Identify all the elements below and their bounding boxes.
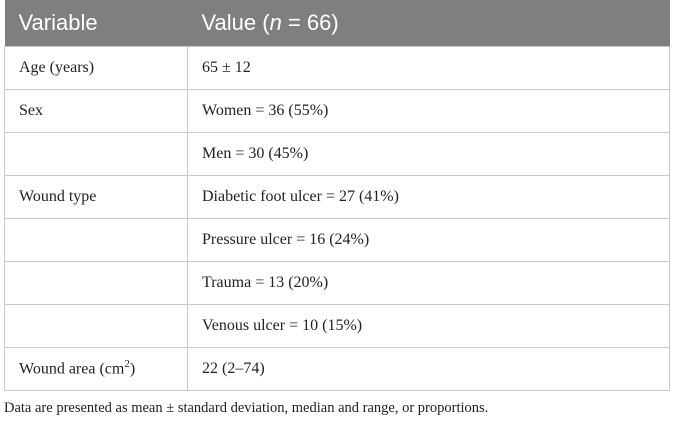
table-cell xyxy=(4,260,188,305)
table-cell: 65 ± 12 xyxy=(187,45,670,90)
cell-text: Diabetic foot ulcer = 27 (41%) xyxy=(202,187,399,205)
table-row: Sex Women = 36 (55%) xyxy=(4,88,670,133)
header-row: Variable Value (n = 66) xyxy=(4,0,670,46)
cell-text: 65 ± 12 xyxy=(202,58,251,76)
table-row: Men = 30 (45%) xyxy=(4,131,670,176)
cell-text: ) xyxy=(129,360,136,378)
italic-text: n xyxy=(269,9,282,35)
cell-text: Women = 36 (55%) xyxy=(202,101,329,119)
cell-text: = 66) xyxy=(281,9,339,35)
cell-text: Wound type xyxy=(19,187,97,205)
cell-text: Venous ulcer = 10 (15%) xyxy=(202,316,363,334)
header-cell: Variable xyxy=(4,0,188,46)
table-cell: Men = 30 (45%) xyxy=(187,131,670,176)
cell-text: Variable xyxy=(18,9,98,35)
superscript: 2 xyxy=(124,358,130,371)
table-cell: Venous ulcer = 10 (15%) xyxy=(187,303,670,348)
cell-text: Sex xyxy=(19,101,43,119)
footnote: Data are presented as mean ± standard de… xyxy=(4,400,489,416)
cell-text: Wound area (cm xyxy=(19,360,125,378)
cell-text: 22 (2–74) xyxy=(202,359,265,377)
cell-text: Age (years) xyxy=(19,58,95,76)
table-row: Pressure ulcer = 16 (24%) xyxy=(4,217,670,262)
table-cell: Sex xyxy=(4,88,188,133)
table-cell xyxy=(4,303,188,348)
table-cell: Pressure ulcer = 16 (24%) xyxy=(187,217,670,262)
table-cell: Age (years) xyxy=(4,45,188,90)
header-cell: Value (n = 66) xyxy=(187,0,670,46)
table-cell: Wound area (cm2) xyxy=(4,346,188,391)
cell-text: Pressure ulcer = 16 (24%) xyxy=(202,230,370,248)
cell-text: Value ( xyxy=(201,9,270,35)
table-row: Trauma = 13 (20%) xyxy=(4,260,670,305)
table-row: Wound area (cm2) 22 (2–74) xyxy=(4,346,670,391)
cell-text: Men = 30 (45%) xyxy=(202,144,309,162)
cell-text: Trauma = 13 (20%) xyxy=(202,273,329,291)
table-row: Age (years) 65 ± 12 xyxy=(4,45,670,90)
table-cell: 22 (2–74) xyxy=(187,346,670,391)
table-row: Wound type Diabetic foot ulcer = 27 (41%) xyxy=(4,174,670,219)
table-cell: Diabetic foot ulcer = 27 (41%) xyxy=(187,174,670,219)
table-row: Venous ulcer = 10 (15%) xyxy=(4,303,670,348)
table-body: Age (years) 65 ± 12 Sex Women = 36 (55%) Men… xyxy=(4,45,670,391)
table-cell: Wound type xyxy=(4,174,188,219)
data-table: Variable Value (n = 66) Age (years) 65 ± 1… xyxy=(4,0,670,391)
table-cell: Trauma = 13 (20%) xyxy=(187,260,670,305)
table-cell xyxy=(4,131,188,176)
table-cell xyxy=(4,217,188,262)
table-cell: Women = 36 (55%) xyxy=(187,88,670,133)
